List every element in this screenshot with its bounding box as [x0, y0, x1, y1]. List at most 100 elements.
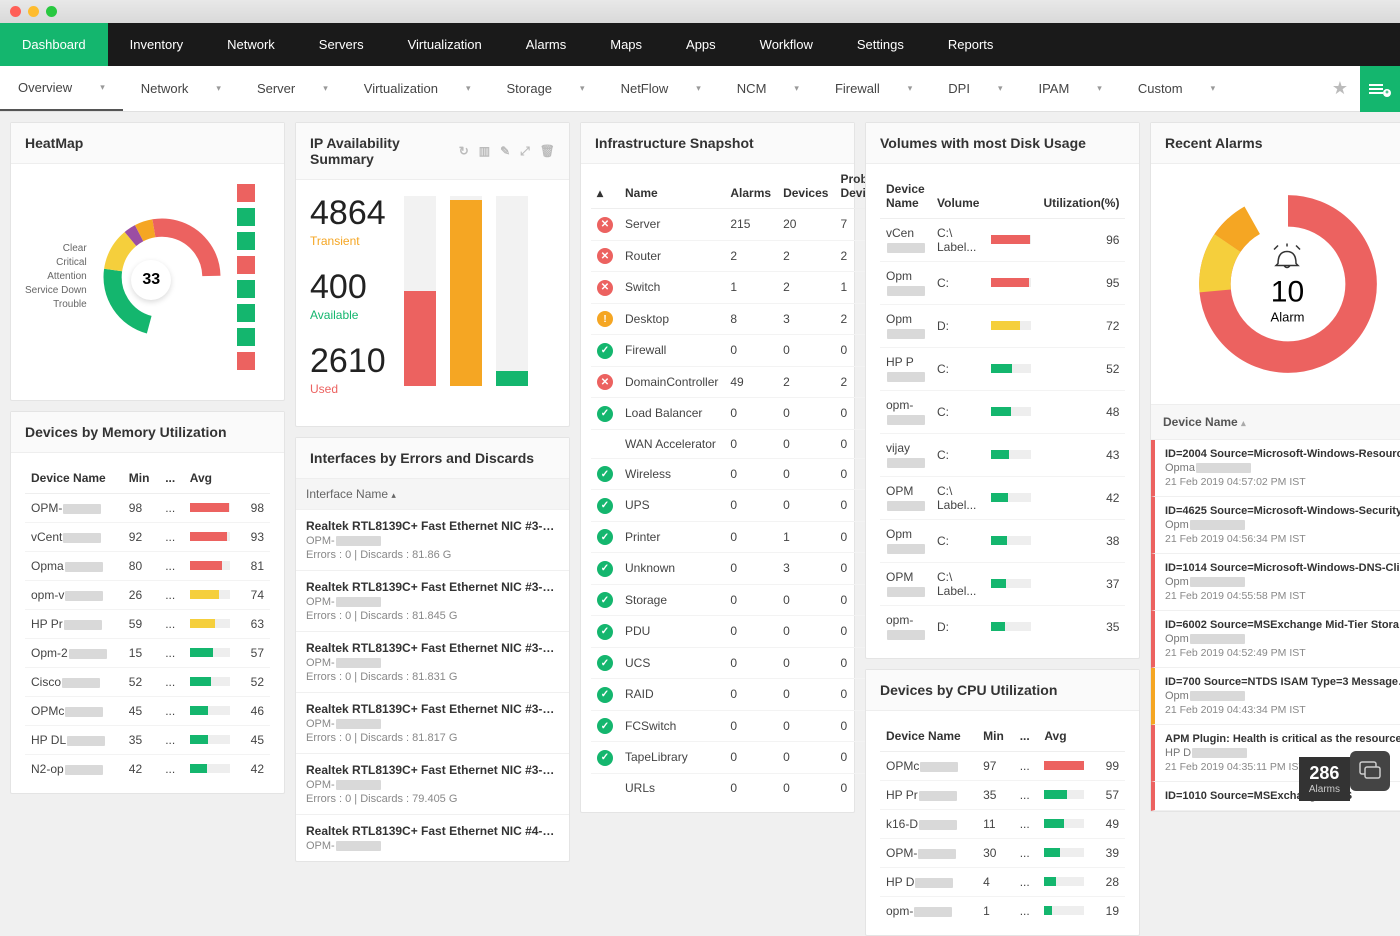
ip-stat: 2610Used [310, 344, 386, 396]
max-dot[interactable] [46, 6, 57, 17]
status-icon: ✕ [597, 280, 613, 296]
delete-icon[interactable]: 🗑 [540, 144, 555, 159]
alarms-label: Alarm [1271, 310, 1305, 325]
subnav-storage[interactable]: Storage▾ [489, 66, 603, 111]
interface-row[interactable]: Realtek RTL8139C+ Fast Ethernet NIC #3-N… [296, 509, 569, 570]
subnav-firewall[interactable]: Firewall▾ [817, 66, 930, 111]
min-dot[interactable] [28, 6, 39, 17]
status-icon: ✓ [597, 529, 613, 545]
table-row[interactable]: OPMc45...46 [25, 697, 270, 726]
infra-snapshot-title: Infrastructure Snapshot [595, 135, 754, 151]
table-row[interactable]: opm-D:35 [880, 606, 1125, 649]
recent-alarms-title: Recent Alarms [1165, 135, 1263, 151]
table-row[interactable]: OPM-98...98 [25, 494, 270, 523]
add-widget-button[interactable] [1360, 66, 1400, 112]
table-row[interactable]: N2-op42...42 [25, 755, 270, 784]
ip-stat: 4864Transient [310, 196, 386, 248]
subnav-overview[interactable]: Overview▾ [0, 66, 123, 111]
table-row[interactable]: OpmC:95 [880, 262, 1125, 305]
nav-servers[interactable]: Servers [297, 23, 386, 66]
secondary-nav: Overview▾Network▾Server▾Virtualization▾S… [0, 66, 1400, 112]
ip-stat: 400Available [310, 270, 386, 322]
status-icon: ✓ [597, 750, 613, 766]
memory-util-title: Devices by Memory Utilization [25, 424, 227, 440]
interface-row[interactable]: Realtek RTL8139C+ Fast Ethernet NIC #3-W… [296, 692, 569, 753]
table-row[interactable]: vijayC:43 [880, 434, 1125, 477]
table-row[interactable]: OPMc97...99 [880, 752, 1125, 781]
table-row[interactable]: HP D4...28 [880, 868, 1125, 897]
window-chrome [0, 0, 1400, 23]
status-icon: ! [597, 311, 613, 327]
save-icon[interactable]: ▥ [479, 144, 490, 159]
primary-nav: DashboardInventoryNetworkServersVirtuali… [0, 23, 1400, 66]
table-row[interactable]: Opm-215...57 [25, 639, 270, 668]
table-row[interactable]: k16-D11...49 [880, 810, 1125, 839]
nav-network[interactable]: Network [205, 23, 297, 66]
status-icon: ✓ [597, 561, 613, 577]
nav-virtualization[interactable]: Virtualization [386, 23, 504, 66]
nav-inventory[interactable]: Inventory [108, 23, 205, 66]
subnav-ncm[interactable]: NCM▾ [719, 66, 817, 111]
subnav-virtualization[interactable]: Virtualization▾ [346, 66, 489, 111]
alarm-row[interactable]: ID=700 Source=NTDS ISAM Type=3 Message=N… [1151, 668, 1400, 725]
status-icon: ✓ [597, 592, 613, 608]
cpu-util-table: Device NameMin...AvgOPMc97...99HP Pr35..… [880, 721, 1125, 925]
table-row[interactable]: opm-v26...74 [25, 581, 270, 610]
alarms-count: 10 [1271, 276, 1305, 310]
interface-row[interactable]: Realtek RTL8139C+ Fast Ethernet NIC #4-E… [296, 814, 569, 861]
cpu-util-card: Devices by CPU Utilization Device NameMi… [865, 669, 1140, 936]
refresh-icon[interactable]: ↻ [459, 144, 469, 159]
status-icon: ✓ [597, 624, 613, 640]
interface-row[interactable]: Realtek RTL8139C+ Fast Ethernet NIC #3-W… [296, 631, 569, 692]
edit-icon[interactable]: ✎ [500, 144, 510, 159]
table-row[interactable]: OPMC:\ Label...42 [880, 477, 1125, 520]
table-row[interactable]: HP Pr59...63 [25, 610, 270, 639]
table-row[interactable]: HP PC:52 [880, 348, 1125, 391]
alarm-count-badge[interactable]: 286 Alarms [1299, 757, 1350, 801]
table-row[interactable]: vCenC:\ Label...96 [880, 219, 1125, 262]
table-row[interactable]: vCent92...93 [25, 523, 270, 552]
nav-settings[interactable]: Settings [835, 23, 926, 66]
table-row[interactable]: Opma80...81 [25, 552, 270, 581]
nav-apps[interactable]: Apps [664, 23, 738, 66]
alarm-row[interactable]: ID=6002 Source=MSExchange Mid-Tier Stora… [1151, 611, 1400, 668]
interface-row[interactable]: Realtek RTL8139C+ Fast Ethernet NIC #3-E… [296, 753, 569, 814]
chat-button[interactable] [1350, 751, 1390, 791]
table-row[interactable]: OPMC:\ Label...37 [880, 563, 1125, 606]
close-dot[interactable] [10, 6, 21, 17]
memory-util-table: Device NameMin...AvgOPM-98...98vCent92..… [25, 463, 270, 783]
table-row[interactable]: HP Pr35...57 [880, 781, 1125, 810]
table-row[interactable]: OpmD:72 [880, 305, 1125, 348]
table-row[interactable]: HP DL35...45 [25, 726, 270, 755]
status-icon: ✓ [597, 718, 613, 734]
heatmap-title: HeatMap [25, 135, 83, 151]
interface-row[interactable]: Realtek RTL8139C+ Fast Ethernet NIC #3-N… [296, 570, 569, 631]
interfaces-col-head: Interface Name ▴ [296, 479, 569, 509]
nav-reports[interactable]: Reports [926, 23, 1016, 66]
subnav-dpi[interactable]: DPI▾ [930, 66, 1020, 111]
alarm-row[interactable]: ID=1014 Source=Microsoft-Windows-DNS-Cli… [1151, 554, 1400, 611]
table-row[interactable]: OpmC:38 [880, 520, 1125, 563]
table-row[interactable]: opm-C:48 [880, 391, 1125, 434]
card-toolbar: ↻ ▥ ✎ ⤢ 🗑 [459, 144, 555, 159]
ip-bars [404, 196, 528, 386]
alarm-row[interactable]: ID=4625 Source=Microsoft-Windows-Securit… [1151, 497, 1400, 554]
table-row[interactable]: OPM-30...39 [880, 839, 1125, 868]
nav-dashboard[interactable]: Dashboard [0, 23, 108, 66]
alarm-row[interactable]: ID=2004 Source=Microsoft-Windows-Resourc… [1151, 440, 1400, 497]
nav-workflow[interactable]: Workflow [738, 23, 835, 66]
subnav-custom[interactable]: Custom▾ [1120, 66, 1233, 111]
nav-alarms[interactable]: Alarms [504, 23, 588, 66]
favorite-button[interactable]: ★ [1320, 66, 1360, 112]
subnav-server[interactable]: Server▾ [239, 66, 346, 111]
expand-icon[interactable]: ⤢ [520, 144, 530, 159]
cpu-util-title: Devices by CPU Utilization [880, 682, 1057, 698]
subnav-netflow[interactable]: NetFlow▾ [603, 66, 719, 111]
subnav-network[interactable]: Network▾ [123, 66, 239, 111]
nav-maps[interactable]: Maps [588, 23, 664, 66]
interfaces-card: Interfaces by Errors and Discards Interf… [295, 437, 570, 862]
subnav-ipam[interactable]: IPAM▾ [1020, 66, 1119, 111]
bell-icon [1271, 244, 1305, 276]
table-row[interactable]: Cisco52...52 [25, 668, 270, 697]
table-row[interactable]: opm-1...19 [880, 897, 1125, 926]
